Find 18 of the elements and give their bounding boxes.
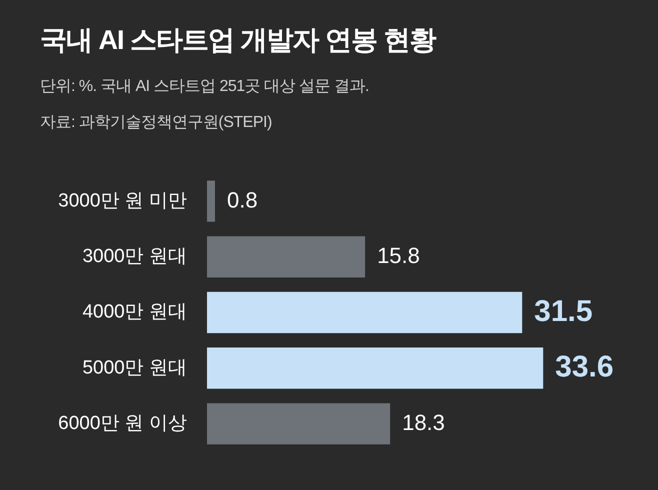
- bar: [207, 348, 544, 389]
- text: 자료: 과학기술정책연구원(STEPI): [40, 113, 272, 133]
- data-label: 18.3: [402, 410, 445, 435]
- y-tick-label: 5000만 원대: [82, 357, 187, 378]
- y-tick-label: 3000만 원대: [82, 246, 187, 268]
- data-label: 33.6: [555, 350, 614, 384]
- bar: [207, 180, 216, 222]
- data-label: 15.8: [377, 242, 420, 268]
- y-tick-label: 3000만 원 미만: [58, 190, 187, 212]
- chart-subtitle: 단위: %. 국내 AI 스타트업 251곳 대상 설문 결과.: [40, 77, 369, 97]
- bar: [207, 403, 390, 444]
- data-label: 31.5: [534, 294, 593, 328]
- chart-title: 국내 AI 스타트업 개발자 연봉 현황: [40, 24, 436, 57]
- bar: [207, 292, 522, 334]
- y-tick-label: 6000만 원 이상: [58, 413, 187, 434]
- y-tick-label: 4000만 원대: [82, 302, 187, 323]
- bar: [207, 236, 366, 278]
- data-label: 0.8: [227, 187, 258, 212]
